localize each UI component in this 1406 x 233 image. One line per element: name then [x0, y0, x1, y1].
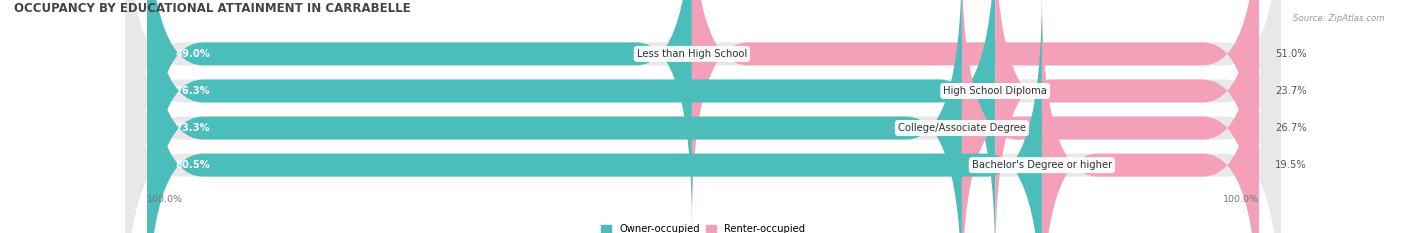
Text: 80.5%: 80.5%: [176, 160, 209, 170]
FancyBboxPatch shape: [125, 0, 1281, 228]
FancyBboxPatch shape: [148, 0, 995, 233]
Legend: Owner-occupied, Renter-occupied: Owner-occupied, Renter-occupied: [598, 220, 808, 233]
Text: Less than High School: Less than High School: [637, 49, 747, 59]
FancyBboxPatch shape: [148, 0, 692, 228]
FancyBboxPatch shape: [148, 0, 1042, 233]
Text: 49.0%: 49.0%: [176, 49, 209, 59]
Text: 73.3%: 73.3%: [176, 123, 209, 133]
FancyBboxPatch shape: [692, 0, 1258, 228]
Text: OCCUPANCY BY EDUCATIONAL ATTAINMENT IN CARRABELLE: OCCUPANCY BY EDUCATIONAL ATTAINMENT IN C…: [14, 2, 411, 15]
Text: 51.0%: 51.0%: [1275, 49, 1308, 59]
Text: College/Associate Degree: College/Associate Degree: [898, 123, 1026, 133]
Text: High School Diploma: High School Diploma: [943, 86, 1047, 96]
Text: 19.5%: 19.5%: [1275, 160, 1308, 170]
Text: 100.0%: 100.0%: [148, 195, 183, 204]
FancyBboxPatch shape: [125, 0, 1281, 233]
Text: Bachelor's Degree or higher: Bachelor's Degree or higher: [972, 160, 1112, 170]
FancyBboxPatch shape: [125, 0, 1281, 233]
FancyBboxPatch shape: [995, 0, 1258, 233]
Text: 100.0%: 100.0%: [1223, 195, 1258, 204]
Text: Source: ZipAtlas.com: Source: ZipAtlas.com: [1294, 14, 1385, 23]
FancyBboxPatch shape: [1042, 0, 1258, 233]
FancyBboxPatch shape: [148, 0, 962, 233]
Text: 26.7%: 26.7%: [1275, 123, 1308, 133]
Text: 76.3%: 76.3%: [176, 86, 209, 96]
FancyBboxPatch shape: [962, 0, 1258, 233]
FancyBboxPatch shape: [125, 0, 1281, 233]
Text: 23.7%: 23.7%: [1275, 86, 1308, 96]
